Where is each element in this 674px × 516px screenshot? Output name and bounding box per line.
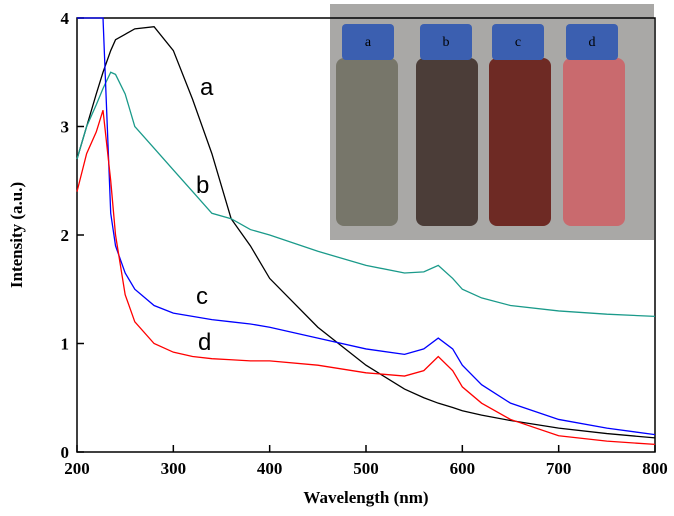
x-tick-label: 200 xyxy=(64,459,90,478)
x-tick-label: 800 xyxy=(642,459,668,478)
y-tick-label: 0 xyxy=(61,443,70,462)
series-line xyxy=(76,25,656,439)
vial-cap xyxy=(342,24,394,60)
series-label: d xyxy=(198,329,211,356)
vial-cap xyxy=(566,24,618,60)
x-tick-label: 600 xyxy=(450,459,476,478)
vial-label: d xyxy=(589,35,596,50)
series-label: c xyxy=(196,283,208,310)
series-label: b xyxy=(196,172,209,199)
y-tick-label: 4 xyxy=(61,9,70,28)
y-tick-label: 2 xyxy=(61,226,70,245)
y-tick-label: 3 xyxy=(61,118,70,137)
vial-cap xyxy=(420,24,472,60)
vial xyxy=(416,58,478,226)
vial-label: c xyxy=(515,35,521,50)
x-tick-label: 500 xyxy=(353,459,379,478)
vial xyxy=(336,58,398,226)
x-axis-title: Wavelength (nm) xyxy=(303,488,428,507)
x-tick-label: 300 xyxy=(161,459,187,478)
series-line xyxy=(76,71,656,318)
vial-label: b xyxy=(443,35,450,50)
y-axis-title: Intensity (a.u.) xyxy=(7,182,26,288)
vial-label: a xyxy=(365,35,372,50)
inset-photo: a b c d xyxy=(330,4,654,240)
vial xyxy=(489,58,551,226)
y-tick-label: 1 xyxy=(61,335,70,354)
vial-cap xyxy=(492,24,544,60)
series-label: a xyxy=(200,74,214,101)
vial xyxy=(563,58,625,226)
x-tick-label: 400 xyxy=(257,459,283,478)
x-tick-label: 700 xyxy=(546,459,572,478)
series-line xyxy=(76,110,656,446)
series-line xyxy=(77,17,656,436)
